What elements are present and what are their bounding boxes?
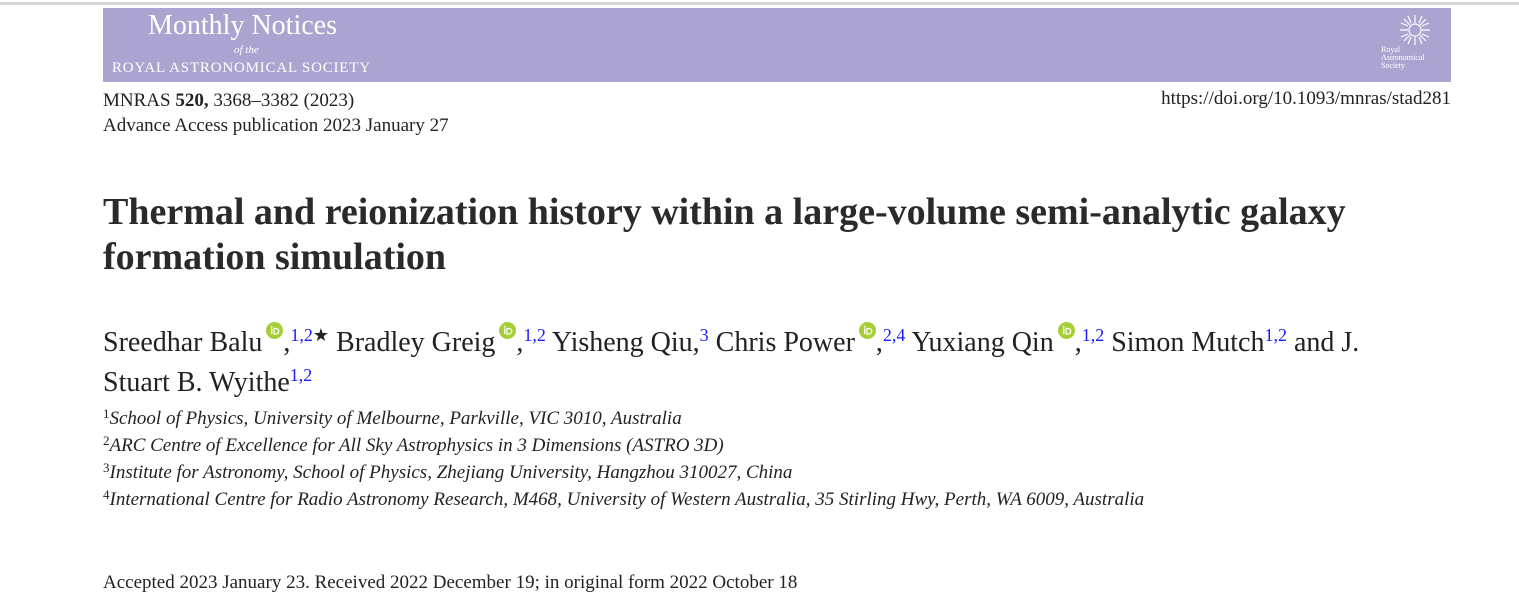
- author-name[interactable]: Yisheng Qiu: [551, 327, 693, 358]
- logo-text-3: Society: [1381, 61, 1405, 70]
- logo-text-2: Astronomical: [1381, 53, 1425, 62]
- author: Bradley Greig ,1,2: [336, 322, 546, 358]
- journal-banner: Monthly Notices of the ROYAL ASTRONOMICA…: [103, 8, 1451, 82]
- affiliation-ref[interactable]: 3: [700, 325, 709, 345]
- pages: 3368–3382 (2023): [213, 90, 355, 111]
- doi-link[interactable]: https://doi.org/10.1093/mnras/stad281: [1161, 88, 1451, 109]
- author-name[interactable]: J. Stuart B. Wyithe: [103, 327, 1360, 398]
- author-name[interactable]: Simon Mutch: [1111, 327, 1265, 358]
- affiliation-numbers[interactable]: 1,2: [289, 365, 313, 385]
- affiliation-ref[interactable]: 1,2★: [290, 325, 329, 345]
- affiliation-list: 1School of Physics, University of Melbou…: [103, 405, 1144, 513]
- author-connector: and: [1293, 327, 1335, 358]
- affiliation: 1School of Physics, University of Melbou…: [103, 405, 1144, 432]
- journal-society: ROYAL ASTRONOMICAL SOCIETY: [112, 60, 371, 76]
- affiliation: 3Institute for Astronomy, School of Phys…: [103, 459, 1144, 486]
- author-comma: ,: [516, 327, 524, 358]
- logo-sun: [1400, 15, 1430, 45]
- author: Simon Mutch1,2: [1111, 325, 1287, 358]
- paper-title: Thermal and reionization history within …: [103, 191, 1346, 278]
- affiliation-number: 1: [103, 406, 110, 421]
- affiliation-ref[interactable]: 1,2: [523, 325, 546, 345]
- orcid-icon[interactable]: [858, 322, 876, 339]
- author-list: Sreedhar Balu ,1,2★ Bradley Greig ,1,2 Yis…: [103, 322, 1433, 403]
- corresponding-marker: ★: [312, 325, 330, 345]
- logo-text-1: Royal: [1381, 45, 1401, 54]
- history: Accepted 2023 January 23. Received 2022 …: [103, 572, 798, 593]
- affiliation-text: Institute for Astronomy, School of Physi…: [109, 462, 793, 483]
- affiliation: 2ARC Centre of Excellence for All Sky As…: [103, 432, 1144, 459]
- journal-of-the: of the: [234, 44, 259, 56]
- citation: MNRAS 520, 3368–3382 (2023) Advance Acce…: [103, 88, 449, 138]
- top-rule: [0, 2, 1519, 5]
- journal-abbrev: MNRAS: [103, 90, 171, 111]
- affiliation-numbers[interactable]: 1,2: [523, 325, 546, 345]
- affiliation-number: 3: [103, 460, 110, 475]
- affiliation-numbers[interactable]: 1,2: [290, 325, 313, 345]
- affiliation-numbers[interactable]: 2,4: [882, 325, 906, 345]
- affiliation-ref[interactable]: 1,2: [1264, 325, 1287, 345]
- affiliation-text: ARC Centre of Excellence for All Sky Ast…: [109, 435, 724, 456]
- advance-access: Advance Access publication 2023 January …: [103, 115, 449, 136]
- affiliation-ref[interactable]: 1,2: [1082, 325, 1105, 345]
- author-comma: ,: [1074, 327, 1082, 358]
- orcid-icon[interactable]: [499, 322, 517, 339]
- author: and J. Stuart B. Wyithe1,2: [103, 327, 1359, 398]
- author-comma: ,: [875, 327, 883, 358]
- author: Sreedhar Balu ,1,2★: [103, 322, 329, 358]
- affiliation-numbers[interactable]: 1,2: [1264, 325, 1287, 345]
- ras-logo: Royal Astronomical Society: [1377, 14, 1437, 70]
- affiliation-ref[interactable]: 2,4: [883, 325, 906, 345]
- journal-name: Monthly Notices: [148, 10, 337, 41]
- author: Chris Power ,2,4: [715, 322, 906, 358]
- orcid-icon[interactable]: [266, 322, 284, 339]
- author-name[interactable]: Yuxiang Qin: [911, 327, 1054, 358]
- author-comma: ,: [283, 327, 291, 358]
- author-name[interactable]: Sreedhar Balu: [103, 327, 263, 358]
- affiliation: 4International Centre for Radio Astronom…: [103, 486, 1144, 513]
- affiliation-numbers[interactable]: 1,2: [1081, 325, 1105, 345]
- affiliation-number: 2: [103, 433, 110, 448]
- affiliation-number: 4: [103, 487, 110, 502]
- orcid-icon[interactable]: [1057, 322, 1075, 339]
- affiliation-ref[interactable]: 1,2: [290, 365, 313, 385]
- affiliation-numbers[interactable]: 3: [699, 325, 709, 345]
- author: Yuxiang Qin ,1,2: [911, 322, 1105, 358]
- volume: 520,: [175, 90, 209, 111]
- affiliation-text: School of Physics, University of Melbour…: [109, 408, 682, 429]
- author-comma: ,: [692, 327, 700, 358]
- author-name[interactable]: Bradley Greig: [336, 327, 496, 358]
- author: Yisheng Qiu,3: [551, 325, 709, 358]
- affiliation-text: International Centre for Radio Astronomy…: [109, 489, 1145, 510]
- author-name[interactable]: Chris Power: [715, 327, 855, 358]
